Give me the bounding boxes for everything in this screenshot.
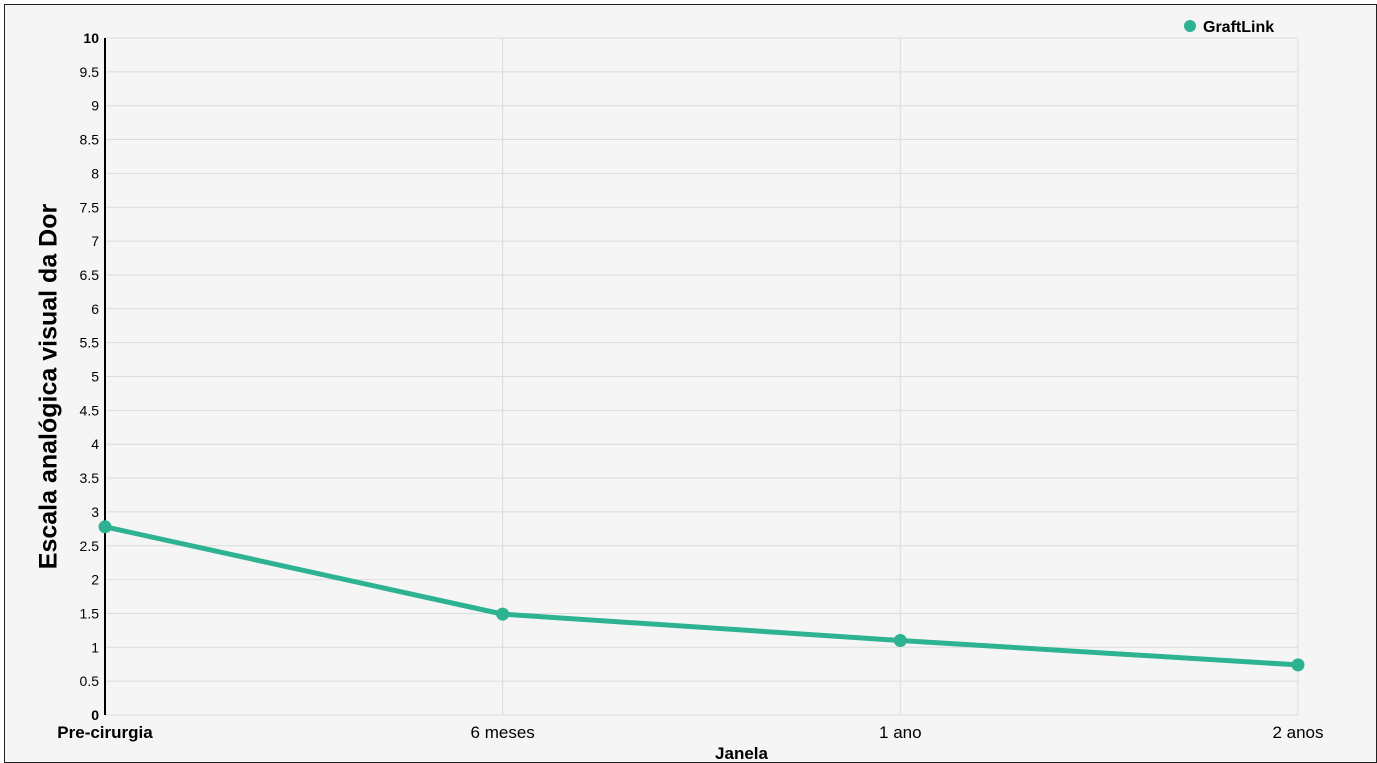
y-tick-label: 7 <box>91 233 99 249</box>
legend[interactable]: GraftLink <box>1184 19 1274 36</box>
y-tick-label: 9.5 <box>80 64 100 80</box>
legend-marker <box>1184 20 1196 32</box>
y-tick-label: 0 <box>91 707 99 723</box>
x-tick-label: 1 ano <box>879 723 922 742</box>
data-point[interactable] <box>1291 658 1305 672</box>
y-tick-label: 8 <box>91 165 99 181</box>
y-tick-label: 5.5 <box>80 335 100 351</box>
x-tick-label: 6 meses <box>471 723 535 742</box>
y-axis-label: Escala analógica visual da Dor <box>35 204 63 570</box>
data-point[interactable] <box>98 520 112 534</box>
data-point[interactable] <box>496 607 510 621</box>
x-axis-label: Janela <box>715 744 768 763</box>
x-tick-label: Pre-cirurgia <box>57 723 153 742</box>
y-tick-label: 0.5 <box>80 673 100 689</box>
y-tick-label: 2.5 <box>80 538 100 554</box>
y-tick-label: 9 <box>91 98 99 114</box>
y-axis-ticks: 0 0.5 1 1.5 2 2.5 3 3.5 4 4.5 5 5.5 6 6.5 7 7.5 8 8.5 9 9.5… <box>80 30 100 723</box>
y-tick-label: 6 <box>91 301 99 317</box>
y-tick-label: 4.5 <box>80 402 100 418</box>
y-tick-label: 7.5 <box>80 199 100 215</box>
y-tick-label: 3.5 <box>80 470 100 486</box>
legend-label: GraftLink <box>1203 19 1274 36</box>
data-point[interactable] <box>893 634 907 648</box>
y-tick-label: 3 <box>91 504 99 520</box>
series-line <box>102 524 1301 668</box>
y-tick-label: 4 <box>91 436 99 452</box>
y-tick-label: 6.5 <box>80 267 100 283</box>
y-tick-label: 8.5 <box>80 132 100 148</box>
grid-lines <box>105 37 1299 716</box>
y-tick-label: 10 <box>83 30 99 46</box>
series-group <box>98 520 1305 672</box>
y-tick-label: 1 <box>91 639 99 655</box>
x-tick-label: 2 anos <box>1272 723 1323 742</box>
y-tick-label: 5 <box>91 369 99 385</box>
chart-frame <box>4 4 1377 763</box>
y-tick-label: 2 <box>91 572 99 588</box>
y-tick-label: 1.5 <box>80 605 100 621</box>
x-axis-ticks: Pre-cirurgia 6 meses 1 ano 2 anos <box>57 723 1323 742</box>
